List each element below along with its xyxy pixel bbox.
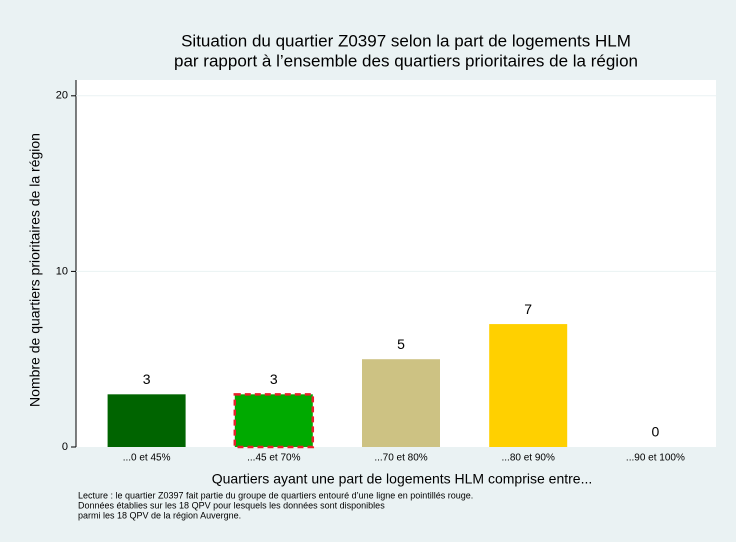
- y-axis-label: Nombre de quartiers prioritaires de la r…: [27, 133, 43, 407]
- y-tick-label: 20: [56, 90, 68, 102]
- note: parmi les 18 QPV de la région Auvergne.: [78, 510, 241, 520]
- bar: [362, 359, 440, 447]
- data-label: 3: [270, 371, 278, 387]
- x-tick-label: ...90 et 100%: [626, 453, 685, 464]
- data-label: 5: [397, 336, 405, 352]
- y-tick-label: 10: [56, 265, 68, 277]
- y-tick-label: 0: [62, 441, 68, 453]
- data-label: 7: [524, 301, 532, 317]
- note: Données établies sur les 18 QPV pour les…: [78, 500, 385, 510]
- chart-title: par rapport à l’ensemble des quartiers p…: [174, 51, 638, 70]
- chart-title: Situation du quartier Z0397 selon la par…: [181, 31, 631, 50]
- x-tick-label: ...45 et 70%: [247, 453, 300, 464]
- data-label: 0: [652, 424, 660, 440]
- x-axis-label: Quartiers ayant une part de logements HL…: [212, 471, 593, 487]
- x-tick-label: ...0 et 45%: [123, 453, 171, 464]
- note: Lecture : le quartier Z0397 fait partie …: [78, 490, 473, 500]
- data-label: 3: [143, 371, 151, 387]
- bar: [233, 393, 315, 449]
- bar: [489, 324, 568, 447]
- x-tick-label: ...70 et 80%: [374, 453, 427, 464]
- x-tick-label: ...80 et 90%: [502, 453, 555, 464]
- bar: [107, 394, 186, 447]
